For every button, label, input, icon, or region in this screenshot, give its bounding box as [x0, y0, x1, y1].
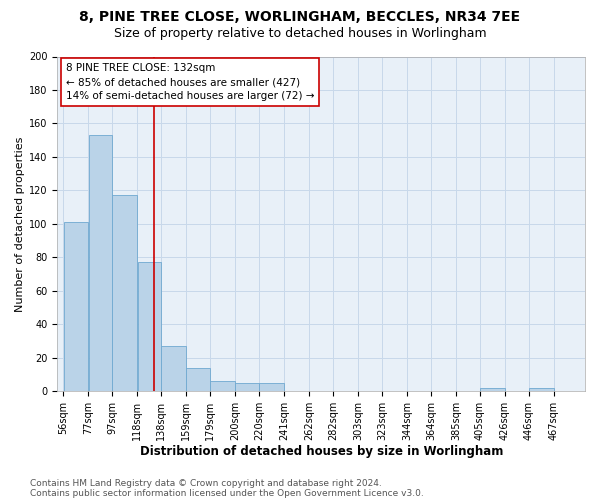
Bar [137, 262, 161, 391]
Bar [211, 381, 235, 391]
Bar [529, 388, 554, 391]
Text: Contains public sector information licensed under the Open Government Licence v3: Contains public sector information licen… [30, 488, 424, 498]
Text: Contains HM Land Registry data © Crown copyright and database right 2024.: Contains HM Land Registry data © Crown c… [30, 478, 382, 488]
Bar [89, 135, 112, 391]
Bar [64, 222, 88, 391]
Text: 8 PINE TREE CLOSE: 132sqm
← 85% of detached houses are smaller (427)
14% of semi: 8 PINE TREE CLOSE: 132sqm ← 85% of detac… [66, 63, 314, 101]
Text: Size of property relative to detached houses in Worlingham: Size of property relative to detached ho… [113, 28, 487, 40]
Text: 8, PINE TREE CLOSE, WORLINGHAM, BECCLES, NR34 7EE: 8, PINE TREE CLOSE, WORLINGHAM, BECCLES,… [79, 10, 521, 24]
Bar [187, 368, 210, 391]
Bar [112, 196, 137, 391]
Bar [480, 388, 505, 391]
Y-axis label: Number of detached properties: Number of detached properties [15, 136, 25, 312]
Bar [235, 383, 259, 391]
X-axis label: Distribution of detached houses by size in Worlingham: Distribution of detached houses by size … [140, 444, 503, 458]
Bar [161, 346, 186, 391]
Bar [259, 383, 284, 391]
